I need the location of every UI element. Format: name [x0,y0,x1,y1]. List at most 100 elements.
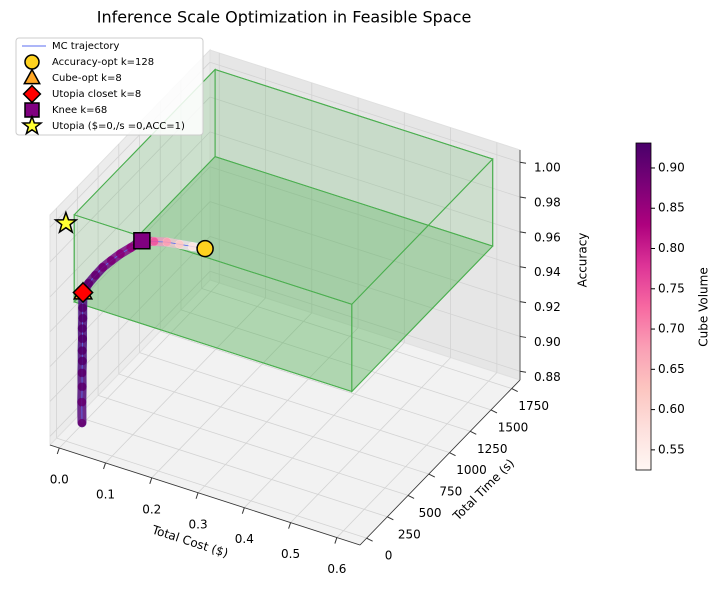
chart-title: Inference Scale Optimization in Feasible… [97,8,472,27]
trajectory-point [107,256,116,265]
colorbar-tick-label: 0.65 [658,362,685,376]
trajectory-point [78,324,87,333]
colorbar-tick-label: 0.80 [658,241,685,255]
legend-label: Accuracy-opt k=128 [52,57,154,68]
x-tick-label: 0.3 [189,517,208,531]
z-tick [519,161,527,164]
trajectory-point [98,263,107,272]
z-tick-label: 0.96 [534,230,561,244]
grid-line [244,342,405,508]
trajectory-point [78,368,87,377]
z-tick-label: 0.88 [534,370,561,384]
grid-line [336,372,498,538]
trajectory-point [175,240,184,249]
y-tick-label: 1000 [456,463,487,477]
x-tick [103,462,106,470]
x-tick [56,447,60,455]
trajectory-point [91,271,100,280]
y-tick-label: 0 [385,549,393,563]
z-tick-label: 0.92 [534,300,561,314]
y-tick-label: 750 [439,485,462,499]
marker [133,231,151,250]
grid-line [56,437,367,539]
z-tick-label: 0.90 [534,335,561,349]
y-tick [511,388,518,392]
grid-line [49,236,211,402]
z-tick-label: 0.98 [534,196,561,210]
grid-line [209,166,521,268]
marker [24,102,40,118]
grid-line [209,201,521,302]
legend: MC trajectory Accuracy-opt k=128 Cube-opt … [15,37,204,136]
grid-line [201,288,512,389]
y-tick-label: 250 [398,527,421,541]
grid-line [209,96,521,198]
x-tick [241,507,245,514]
grid-line [105,297,266,464]
x-tick-label: 0.5 [281,547,300,561]
trajectory-point [78,303,87,312]
trajectory-point [116,249,125,258]
grid-line [209,61,521,163]
colorbar-tick-label: 0.85 [658,201,685,215]
z-tick-label: 1.00 [534,161,561,175]
grid-line [97,395,409,496]
colorbar [635,142,652,471]
colorbar-tick-label: 0.55 [658,442,685,456]
marker [196,239,214,258]
y-tick-label: 1250 [477,442,508,456]
colorbar-label: Cube Volume [697,267,711,346]
x-tick [288,522,292,529]
y-tick [366,537,373,542]
legend-label: Cube-opt k=8 [52,73,122,84]
trajectory-point [78,314,87,323]
trajectory-point [84,279,93,288]
x-tick [195,492,199,499]
z-tick [519,231,527,234]
trajectory-point [78,356,87,365]
y-axis [359,379,521,546]
legend-label: Knee k=68 [52,105,107,116]
y-tick [490,409,498,414]
legend-label: Utopia ($=0,/s =0,ACC=1) [52,121,185,132]
colorbar-tick-label: 0.90 [658,160,685,174]
y-tick [449,452,456,457]
trajectory-point [78,334,87,343]
colorbar-tick-label: 0.75 [658,281,685,295]
x-tick-label: 0.0 [50,472,69,486]
z-tick [519,196,527,199]
x-axis [49,444,361,546]
x-tick [149,477,153,484]
marker [72,281,94,304]
grid-line [77,416,388,518]
trajectory-point [162,238,171,247]
x-tick-label: 0.4 [235,532,254,546]
z-axis-label: Accuracy [576,233,590,288]
legend-label: Utopia closet k=8 [52,89,141,100]
y-tick-label: 1750 [518,399,549,413]
grid-line [49,271,211,437]
y-tick [428,473,436,478]
marker [53,210,79,234]
y-tick-label: 1500 [498,420,529,434]
grid-line [49,201,211,367]
z-tick [519,266,527,269]
grid-line [209,131,521,233]
trajectory-point [77,398,86,407]
x-tick-label: 0.2 [142,502,161,516]
y-tick-label: 500 [419,506,442,520]
trajectory-point [150,237,159,246]
grid-line [139,352,450,454]
y-tick [407,494,415,499]
trajectory-point [78,346,87,355]
y-tick [470,430,477,435]
y-tick [387,516,394,521]
marker [24,54,40,70]
grid-line [180,309,492,411]
x-tick-label: 0.6 [327,562,346,576]
grid-line [209,236,521,337]
trajectory-point [77,418,86,427]
legend-label: MC trajectory [52,41,120,52]
grid-line [209,270,521,372]
